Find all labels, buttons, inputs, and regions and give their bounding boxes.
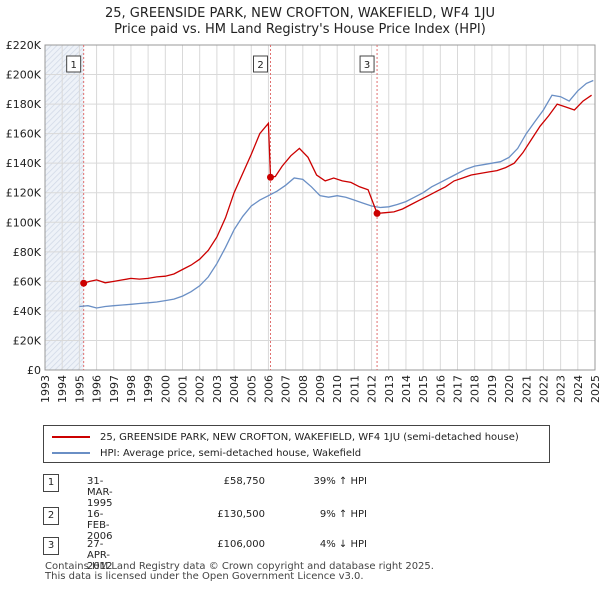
y-tick-label: £200K — [6, 69, 42, 82]
sale-marker-box — [359, 55, 375, 73]
sale-date: 16-FEB-2006 — [87, 509, 113, 542]
chart-title-address: 25, GREENSIDE PARK, NEW CROFTON, WAKEFIE… — [104, 6, 496, 21]
x-tick-label: 2009 — [314, 375, 327, 403]
x-tick-label: 2011 — [348, 375, 361, 403]
sale-marker-box — [66, 55, 82, 73]
legend-item-hpi: HPI: Average price, semi-detached house,… — [52, 445, 361, 461]
x-tick-label: 2010 — [331, 375, 344, 403]
x-tick-label: 2008 — [297, 375, 310, 403]
y-tick-label: £40K — [13, 305, 42, 318]
x-tick-label: 1995 — [73, 375, 86, 403]
x-tick-label: 2013 — [383, 375, 396, 403]
chart-legend: 25, GREENSIDE PARK, NEW CROFTON, WAKEFIE… — [43, 425, 550, 463]
plot-frame — [44, 44, 596, 371]
x-tick-label: 2001 — [177, 375, 190, 403]
sale-marker-label: 1 — [70, 60, 76, 71]
y-tick-label: £60K — [13, 275, 42, 288]
x-tick-label: 2002 — [194, 375, 207, 403]
y-tick-label: £220K — [6, 39, 42, 52]
x-tick-label: 2021 — [520, 375, 533, 403]
y-tick-label: £0 — [27, 364, 41, 377]
x-tick-label: 2000 — [159, 375, 172, 403]
y-tick-label: £120K — [6, 187, 42, 200]
legend-swatch-price — [52, 436, 90, 438]
sale-marker-box — [253, 55, 268, 73]
x-tick-label: 1998 — [125, 375, 138, 403]
x-tick-label: 2018 — [469, 375, 482, 403]
footer-attribution: Contains HM Land Registry data © Crown c… — [45, 562, 434, 582]
chart-title-subtitle: Price paid vs. HM Land Registry's House … — [114, 22, 486, 37]
x-tick-label: 1996 — [91, 375, 104, 403]
x-tick-label: 2020 — [503, 375, 516, 403]
sale-hpi-change: 39% ↑ HPI — [313, 476, 367, 487]
sale-point — [80, 279, 88, 287]
x-tick-label: 2003 — [211, 375, 224, 403]
footer-copyright: Contains HM Land Registry data © Crown c… — [45, 561, 434, 572]
sale-hpi-change: 9% ↑ HPI — [319, 509, 367, 520]
y-tick-label: £20K — [13, 334, 42, 347]
x-tick-label: 1993 — [39, 375, 52, 403]
x-tick-label: 2015 — [417, 375, 430, 403]
y-tick-label: £100K — [6, 216, 42, 229]
x-tick-label: 2012 — [366, 375, 379, 403]
sale-marker-label: 2 — [257, 60, 263, 71]
x-tick-label: 1999 — [142, 375, 155, 403]
y-tick-label: £80K — [13, 246, 42, 259]
x-tick-label: 2024 — [572, 375, 585, 403]
x-tick-label: 2023 — [555, 375, 568, 403]
legend-swatch-hpi — [52, 452, 90, 454]
sale-number-badge: 1 — [43, 474, 59, 492]
price-chart: £0 £20K £40K £60K £80K £100K £120K £140K £160K £1… — [6, 39, 600, 403]
x-tick-label: 2006 — [262, 375, 275, 403]
sale-point — [267, 173, 274, 181]
sale-date: 27-APR-2012 — [87, 539, 113, 572]
sale-point — [373, 209, 381, 217]
price-paid-line — [83, 94, 592, 284]
x-tick-label: 2007 — [280, 375, 293, 403]
x-tick-label: 2022 — [537, 375, 550, 403]
legend-item-price: 25, GREENSIDE PARK, NEW CROFTON, WAKEFIE… — [52, 429, 519, 445]
sale-date: 31-MAR-1995 — [87, 476, 113, 509]
x-tick-label: 1994 — [56, 375, 69, 403]
legend-label-price: 25, GREENSIDE PARK, NEW CROFTON, WAKEFIE… — [100, 431, 519, 443]
sale-price: £106,000 — [217, 539, 265, 550]
sale-hpi-change: 4% ↓ HPI — [319, 539, 367, 550]
y-tick-label: £180K — [6, 98, 42, 111]
legend-label-hpi: HPI: Average price, semi-detached house,… — [100, 447, 362, 459]
x-tick-label: 2016 — [434, 375, 447, 403]
y-tick-label: £140K — [6, 157, 42, 170]
x-tick-label: 2019 — [486, 375, 499, 403]
x-tick-label: 2005 — [245, 375, 258, 403]
x-tick-label: 2017 — [452, 375, 465, 403]
sale-number-badge: 2 — [43, 507, 59, 525]
pre-sale-shaded-region — [45, 45, 84, 370]
sale-price: £130,500 — [217, 509, 265, 520]
footer-licence: This data is licensed under the Open Gov… — [45, 571, 364, 582]
y-tick-label: £160K — [6, 128, 42, 141]
x-tick-label: 1997 — [108, 375, 121, 403]
sale-price: £58,750 — [223, 476, 265, 487]
hpi-line — [79, 79, 594, 309]
x-tick-label: 2004 — [228, 375, 241, 403]
sale-marker-label: 3 — [364, 60, 370, 71]
x-tick-label: 2014 — [400, 375, 413, 403]
x-tick-label: 2025 — [589, 375, 600, 403]
sale-number-badge: 3 — [43, 537, 59, 555]
